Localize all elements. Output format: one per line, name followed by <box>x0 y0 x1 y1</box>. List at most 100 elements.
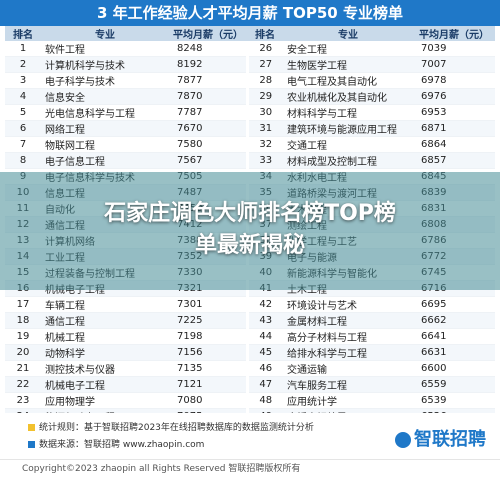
table-row: 2 计算机科学与技术 8192 27 生物医学工程 7007 <box>5 56 495 73</box>
major-cell: 应用统计学 <box>283 392 413 409</box>
table-row: 20 动物科学 7156 45 给排水科学与工程 6631 <box>5 344 495 361</box>
major-cell: 电气工程及其自动化 <box>283 72 413 89</box>
rank-cell: 2 <box>5 56 41 73</box>
rank-cell: 4 <box>5 88 41 105</box>
rank-cell: 18 <box>5 312 41 329</box>
salary-cell: 6953 <box>413 104 495 121</box>
major-cell: 信息安全 <box>41 88 169 105</box>
rank-cell: 44 <box>245 328 283 345</box>
logo-icon <box>395 432 411 448</box>
table-header-row: 排名 专业 平均月薪（元） 排名 专业 平均月薪（元） <box>5 26 495 41</box>
copyright: Copyright©2023 zhaopin all Rights Reserv… <box>0 459 500 478</box>
overlay-line-1: 石家庄调色大师排名榜TOP榜 <box>104 201 396 226</box>
salary-cell: 7580 <box>169 136 247 153</box>
rank-cell: 42 <box>245 296 283 313</box>
rank-cell: 23 <box>5 392 41 409</box>
table-row: 3 电子科学与技术 7877 28 电气工程及其自动化 6978 <box>5 72 495 89</box>
rank-cell: 48 <box>245 392 283 409</box>
salary-cell: 8192 <box>169 56 247 73</box>
salary-cell: 6864 <box>413 136 495 153</box>
rank-cell: 27 <box>245 56 283 73</box>
salary-cell: 7787 <box>169 104 247 121</box>
salary-cell: 8248 <box>169 41 247 57</box>
major-cell: 金属材料工程 <box>283 312 413 329</box>
major-cell: 高分子材料与工程 <box>283 328 413 345</box>
rank-cell: 21 <box>5 360 41 377</box>
data-source-text: 数据来源：智联招聘 www.zhaopin.com <box>39 440 205 450</box>
major-cell: 农业机械化及其自动化 <box>283 88 413 105</box>
rank-cell: 43 <box>245 312 283 329</box>
salary-cell: 6695 <box>413 296 495 313</box>
salary-cell: 6539 <box>413 392 495 409</box>
salary-cell: 7567 <box>169 152 247 169</box>
table-row: 21 测控技术与仪器 7135 46 交通运输 6600 <box>5 360 495 377</box>
salary-cell: 6976 <box>413 88 495 105</box>
major-cell: 生物医学工程 <box>283 56 413 73</box>
salary-cell: 6871 <box>413 120 495 137</box>
salary-cell: 7039 <box>413 41 495 57</box>
rank-cell: 22 <box>5 376 41 393</box>
rank-cell: 29 <box>245 88 283 105</box>
table-row: 4 信息安全 7870 29 农业机械化及其自动化 6976 <box>5 88 495 105</box>
table-row: 17 车辆工程 7301 42 环境设计与艺术 6695 <box>5 296 495 313</box>
rank-cell: 26 <box>245 41 283 57</box>
overlay-line-2: 单最新揭秘 <box>194 233 305 258</box>
rank-cell: 47 <box>245 376 283 393</box>
brand-name: 智联招聘 <box>414 429 486 450</box>
table-row: 23 应用物理学 7080 48 应用统计学 6539 <box>5 392 495 409</box>
stats-rule-text: 统计规则：基于智联招聘2023年在线招聘数据库的数据监测统计分析 <box>39 423 314 433</box>
major-cell: 计算机科学与技术 <box>41 56 169 73</box>
square-icon <box>28 441 35 448</box>
major-cell: 电子科学与技术 <box>41 72 169 89</box>
rank-cell: 3 <box>5 72 41 89</box>
rank-cell: 8 <box>5 152 41 169</box>
table-row: 6 网络工程 7670 31 建筑环境与能源应用工程 6871 <box>5 120 495 137</box>
major-cell: 机械工程 <box>41 328 169 345</box>
salary-cell: 7670 <box>169 120 247 137</box>
overlay-headline: 石家庄调色大师排名榜TOP榜 单最新揭秘 <box>0 198 500 262</box>
major-cell: 物联网工程 <box>41 136 169 153</box>
square-icon <box>28 424 35 431</box>
salary-cell: 7225 <box>169 312 247 329</box>
major-cell: 汽车服务工程 <box>283 376 413 393</box>
salary-cell: 6631 <box>413 344 495 361</box>
header-rank: 排名 <box>5 26 41 41</box>
salary-cell: 6662 <box>413 312 495 329</box>
rank-cell: 46 <box>245 360 283 377</box>
major-cell: 交通运输 <box>283 360 413 377</box>
major-cell: 机械电子工程 <box>41 376 169 393</box>
major-cell: 安全工程 <box>283 41 413 57</box>
table-row: 8 电子信息工程 7567 33 材料成型及控制工程 6857 <box>5 152 495 169</box>
salary-cell: 7156 <box>169 344 247 361</box>
watermark-overlay <box>0 172 500 290</box>
major-cell: 电子信息工程 <box>41 152 169 169</box>
major-cell: 环境设计与艺术 <box>283 296 413 313</box>
header-major-2: 专业 <box>283 26 413 41</box>
brand-logo: 智联招聘 <box>395 425 486 451</box>
header-salary-2: 平均月薪（元） <box>413 26 495 41</box>
table-row: 18 通信工程 7225 43 金属材料工程 6662 <box>5 312 495 329</box>
salary-cell: 7301 <box>169 296 247 313</box>
salary-cell: 7007 <box>413 56 495 73</box>
page-title: 3 年工作经验人才平均月薪 TOP50 专业榜单 <box>0 0 500 26</box>
salary-cell: 6641 <box>413 328 495 345</box>
major-cell: 建筑环境与能源应用工程 <box>283 120 413 137</box>
table-row: 7 物联网工程 7580 32 交通工程 6864 <box>5 136 495 153</box>
rank-cell: 30 <box>245 104 283 121</box>
major-cell: 光电信息科学与工程 <box>41 104 169 121</box>
table-row: 22 机械电子工程 7121 47 汽车服务工程 6559 <box>5 376 495 393</box>
rank-cell: 31 <box>245 120 283 137</box>
salary-cell: 7080 <box>169 392 247 409</box>
salary-cell: 6600 <box>413 360 495 377</box>
rank-cell: 28 <box>245 72 283 89</box>
rank-cell: 45 <box>245 344 283 361</box>
data-source-note: 数据来源：智联招聘 www.zhaopin.com <box>28 437 204 450</box>
major-cell: 交通工程 <box>283 136 413 153</box>
major-cell: 材料科学与工程 <box>283 104 413 121</box>
stats-rule-note: 统计规则：基于智联招聘2023年在线招聘数据库的数据监测统计分析 <box>28 420 314 433</box>
major-cell: 网络工程 <box>41 120 169 137</box>
major-cell: 测控技术与仪器 <box>41 360 169 377</box>
major-cell: 应用物理学 <box>41 392 169 409</box>
rank-cell: 6 <box>5 120 41 137</box>
major-cell: 动物科学 <box>41 344 169 361</box>
